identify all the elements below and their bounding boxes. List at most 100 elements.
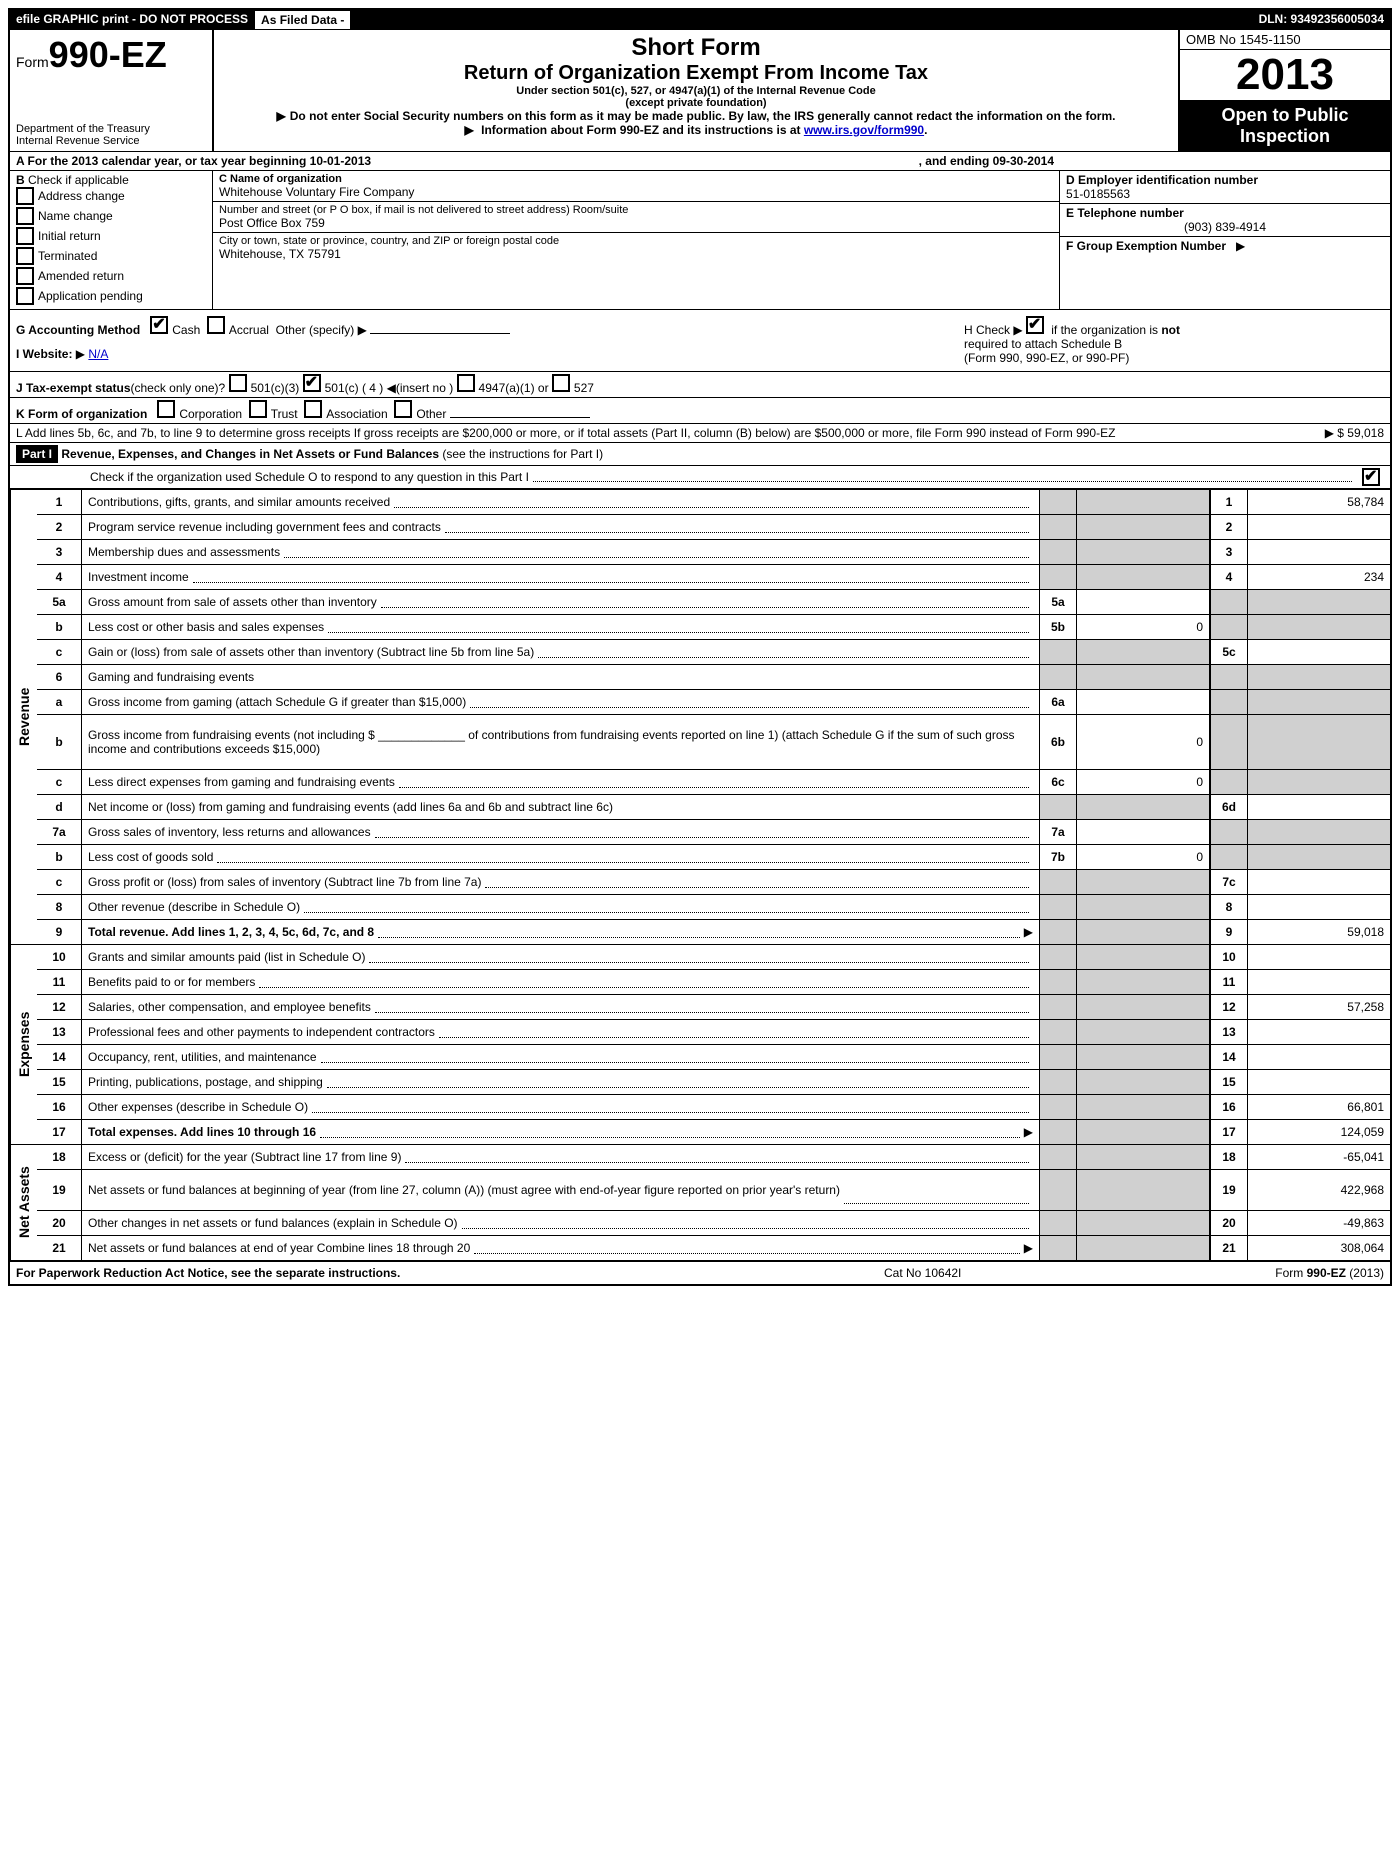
cb-name-change[interactable]: Name change — [16, 207, 206, 225]
cb-terminated[interactable]: Terminated — [16, 247, 206, 265]
cb-501c[interactable] — [303, 374, 321, 392]
b-label: B — [16, 173, 25, 187]
j-paren: (check only one)? — [131, 381, 226, 395]
line-16: 16 Other expenses (describe in Schedule … — [37, 1095, 1390, 1120]
form-number: Form990-EZ — [16, 34, 206, 76]
addr-label: Number and street (or P O box, if mail i… — [219, 204, 1053, 216]
line-20: 20 Other changes in net assets or fund b… — [37, 1211, 1390, 1236]
efile-label: efile GRAPHIC print - DO NOT PROCESS — [10, 10, 254, 30]
line-6d: d Net income or (loss) from gaming and f… — [37, 795, 1390, 820]
cb-address-change[interactable]: Address change — [16, 187, 206, 205]
phone-block: E Telephone number (903) 839-4914 — [1060, 204, 1390, 237]
line-14: 14 Occupancy, rent, utilities, and maint… — [37, 1045, 1390, 1070]
revenue-section: Revenue 1 Contributions, gifts, grants, … — [10, 489, 1390, 944]
cash-label: Cash — [172, 323, 200, 337]
j-label: J Tax-exempt status — [16, 381, 131, 395]
address: Post Office Box 759 — [219, 216, 1053, 230]
footer: For Paperwork Reduction Act Notice, see … — [10, 1262, 1390, 1284]
b-check-label: Check if applicable — [28, 173, 129, 187]
f-label: F Group Exemption Number — [1066, 239, 1226, 253]
netassets-section: Net Assets 18 Excess or (deficit) for th… — [10, 1144, 1390, 1262]
e-label: E Telephone number — [1066, 206, 1184, 220]
form-990ez: 990-EZ — [49, 34, 167, 75]
as-filed-label: As Filed Data - — [254, 10, 351, 30]
cb-schedule-o[interactable] — [1362, 468, 1380, 486]
cb-amended[interactable]: Amended return — [16, 267, 206, 285]
city-block: City or town, state or province, country… — [213, 233, 1059, 263]
revenue-label: Revenue — [10, 490, 37, 944]
line-19: 19 Net assets or fund balances at beginn… — [37, 1170, 1390, 1211]
omb-number: OMB No 1545-1150 — [1180, 30, 1390, 50]
ein-block: D Employer identification number 51-0185… — [1060, 171, 1390, 204]
line-7b: b Less cost of goods sold 7b 0 — [37, 845, 1390, 870]
cb-trust[interactable] — [249, 400, 267, 418]
k-label: K Form of organization — [16, 407, 147, 421]
section-d-e-f: D Employer identification number 51-0185… — [1059, 171, 1390, 309]
part-1-check: Check if the organization used Schedule … — [10, 466, 1390, 489]
row-l: L Add lines 5b, 6c, and 7b, to line 9 to… — [10, 424, 1390, 443]
section-c: C Name of organization Whitehouse Volunt… — [213, 171, 1059, 309]
cb-app-pending[interactable]: Application pending — [16, 287, 206, 305]
l-amount: $ 59,018 — [1337, 426, 1384, 440]
irs-link[interactable]: www.irs.gov/form990 — [804, 123, 924, 137]
website-link[interactable]: N/A — [88, 347, 108, 361]
line-21: 21 Net assets or fund balances at end of… — [37, 1236, 1390, 1260]
line-4: 4 Investment income 4 234 — [37, 565, 1390, 590]
line-12: 12 Salaries, other compensation, and emp… — [37, 995, 1390, 1020]
header-right: OMB No 1545-1150 2013 Open to Public Ins… — [1178, 30, 1390, 151]
line-10: 10 Grants and similar amounts paid (list… — [37, 945, 1390, 970]
row-j: J Tax-exempt status(check only one)? 501… — [10, 372, 1390, 398]
cb-501c3[interactable] — [229, 374, 247, 392]
other-label: Other (specify) — [276, 323, 355, 337]
line-17: 17 Total expenses. Add lines 10 through … — [37, 1120, 1390, 1144]
row-g-h: G Accounting Method Cash Accrual Other (… — [10, 310, 1390, 372]
accrual-label: Accrual — [229, 323, 269, 337]
line-5a: 5a Gross amount from sale of assets othe… — [37, 590, 1390, 615]
cb-527[interactable] — [552, 374, 570, 392]
expenses-label: Expenses — [10, 945, 37, 1144]
cb-accrual[interactable] — [207, 316, 225, 334]
irs-label: Internal Revenue Service — [16, 135, 206, 147]
cb-schedule-b[interactable] — [1026, 316, 1044, 334]
row-a-label: A For the 2013 calendar year, or tax yea… — [16, 154, 371, 168]
line-6c: c Less direct expenses from gaming and f… — [37, 770, 1390, 795]
cb-corp[interactable] — [157, 400, 175, 418]
line-6a: a Gross income from gaming (attach Sched… — [37, 690, 1390, 715]
cb-other-org[interactable] — [394, 400, 412, 418]
header-left: Form990-EZ Department of the Treasury In… — [10, 30, 214, 151]
l-text: L Add lines 5b, 6c, and 7b, to line 9 to… — [16, 426, 1224, 440]
info-prefix: Information about Form 990-EZ and its in… — [481, 123, 804, 137]
line-11: 11 Benefits paid to or for members 11 — [37, 970, 1390, 995]
line-5b: b Less cost or other basis and sales exp… — [37, 615, 1390, 640]
cb-assoc[interactable] — [304, 400, 322, 418]
h-not: not — [1161, 323, 1180, 337]
dept-treasury: Department of the Treasury — [16, 123, 206, 135]
line-5c: c Gain or (loss) from sale of assets oth… — [37, 640, 1390, 665]
form-prefix: Form — [16, 54, 49, 70]
form-header: Form990-EZ Department of the Treasury In… — [10, 30, 1390, 152]
h-text2: if the organization is — [1051, 323, 1161, 337]
line-2: 2 Program service revenue including gove… — [37, 515, 1390, 540]
open-public-badge: Open to Public Inspection — [1180, 101, 1390, 151]
row-a-ending: , and ending 09-30-2014 — [919, 154, 1054, 168]
line-18: 18 Excess or (deficit) for the year (Sub… — [37, 1145, 1390, 1170]
open-public-1: Open to Public — [1180, 105, 1390, 126]
cb-4947[interactable] — [457, 374, 475, 392]
org-name: Whitehouse Voluntary Fire Company — [219, 185, 1053, 199]
part-1-title: Revenue, Expenses, and Changes in Net As… — [61, 447, 439, 461]
cat-no: Cat No 10642I — [884, 1266, 1184, 1280]
top-bar: efile GRAPHIC print - DO NOT PROCESS As … — [10, 10, 1390, 30]
ein: 51-0185563 — [1066, 187, 1130, 201]
line-9: 9 Total revenue. Add lines 1, 2, 3, 4, 5… — [37, 920, 1390, 944]
cb-cash[interactable] — [150, 316, 168, 334]
part-1-paren: (see the instructions for Part I) — [442, 447, 603, 461]
address-block: Number and street (or P O box, if mail i… — [213, 202, 1059, 233]
cb-initial-return[interactable]: Initial return — [16, 227, 206, 245]
part-1-header: Part I Revenue, Expenses, and Changes in… — [10, 443, 1390, 466]
netassets-label: Net Assets — [10, 1145, 37, 1260]
form-footer: Form 990-EZ (2013) — [1184, 1266, 1384, 1280]
city-label: City or town, state or province, country… — [219, 235, 1053, 247]
row-k: K Form of organization Corporation Trust… — [10, 398, 1390, 424]
h-text4: (Form 990, 990-EZ, or 990-PF) — [964, 351, 1129, 365]
subtitle-2: (except private foundation) — [222, 97, 1170, 109]
